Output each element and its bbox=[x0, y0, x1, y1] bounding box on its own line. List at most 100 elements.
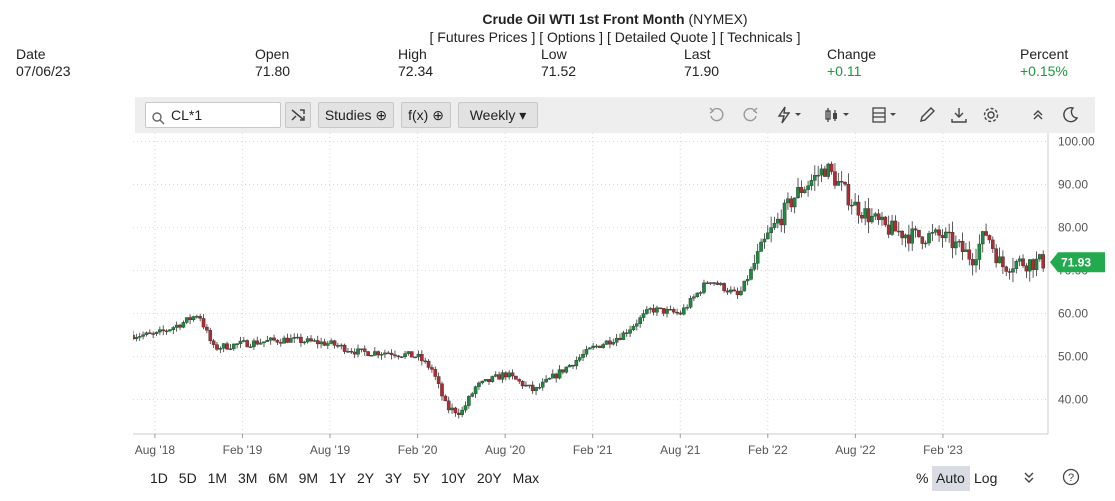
candle-down bbox=[386, 352, 391, 355]
candle-up bbox=[903, 234, 908, 239]
interval-select[interactable]: Weekly ▾ bbox=[458, 102, 538, 128]
draw-pencil-icon[interactable] bbox=[917, 105, 939, 125]
range-3m[interactable]: 3M bbox=[237, 470, 258, 486]
range-max[interactable]: Max bbox=[512, 470, 540, 486]
candle-up bbox=[379, 354, 384, 356]
candle-up bbox=[641, 313, 646, 318]
candle-up bbox=[980, 231, 985, 245]
candle-down bbox=[201, 318, 206, 328]
candle-down bbox=[430, 367, 434, 370]
interval-label: Weekly bbox=[469, 107, 516, 123]
candle-down bbox=[1007, 271, 1012, 273]
candle-down bbox=[285, 337, 290, 343]
symbol-search-input[interactable]: CL*1 bbox=[145, 102, 281, 128]
log-scale-button[interactable]: Log bbox=[974, 470, 998, 486]
stat-low: Low 71.52 bbox=[541, 46, 576, 80]
x-tick-label: Aug '19 bbox=[310, 443, 351, 457]
auto-scale-button[interactable]: Auto bbox=[936, 470, 965, 486]
detailed-quote-link[interactable]: [ Detailed Quote ] bbox=[606, 29, 716, 45]
candle-down bbox=[393, 354, 397, 357]
quote-stats: Date 07/06/23 Open 71.80 High 72.34 Low … bbox=[0, 46, 1115, 82]
candle-up bbox=[154, 331, 159, 334]
range-2y[interactable]: 2Y bbox=[356, 470, 375, 486]
fx-button[interactable]: f(x) ⊕ bbox=[401, 102, 451, 128]
collapse-icon[interactable] bbox=[1028, 105, 1050, 125]
fx-label: f(x) bbox=[408, 107, 429, 123]
lightning-icon[interactable] bbox=[775, 105, 807, 125]
range-5y[interactable]: 5Y bbox=[413, 470, 431, 486]
candle-up bbox=[809, 180, 814, 186]
candle-up bbox=[463, 405, 468, 411]
redo-icon[interactable] bbox=[740, 105, 762, 125]
candle-up bbox=[1027, 259, 1032, 272]
undo-icon[interactable] bbox=[707, 105, 729, 125]
candle-up bbox=[702, 282, 706, 293]
candle-up bbox=[134, 337, 139, 340]
candle-down bbox=[823, 168, 827, 177]
range-1d[interactable]: 1D bbox=[150, 470, 168, 486]
settings-gear-icon[interactable] bbox=[981, 105, 1003, 125]
candle-up bbox=[329, 340, 333, 344]
candle-up bbox=[577, 357, 582, 361]
layout-icon[interactable] bbox=[870, 105, 902, 125]
last-value: 71.90 bbox=[684, 63, 720, 79]
candle-down bbox=[833, 171, 837, 186]
range-selector: 1D 5D 1M 3M 6M 9M 1Y 2Y 3Y 5Y 10Y 20Y Ma… bbox=[150, 470, 546, 486]
candle-up bbox=[880, 216, 884, 220]
range-1m[interactable]: 1M bbox=[207, 470, 228, 486]
open-label: Open bbox=[255, 46, 290, 62]
candle-up bbox=[339, 344, 344, 347]
percent-scale-button[interactable]: % bbox=[916, 470, 929, 486]
candle-up bbox=[957, 240, 962, 243]
last-label: Last bbox=[684, 46, 711, 62]
options-link[interactable]: [ Options ] bbox=[539, 29, 604, 45]
candle-up bbox=[698, 292, 703, 294]
candle-up bbox=[500, 372, 505, 380]
candle-up bbox=[792, 197, 797, 208]
x-tick-label: Aug '20 bbox=[485, 443, 526, 457]
candle-down bbox=[446, 400, 451, 411]
candle-up bbox=[292, 337, 297, 339]
range-10y[interactable]: 10Y bbox=[441, 470, 466, 486]
candle-up bbox=[634, 323, 639, 327]
candle-down bbox=[443, 395, 448, 402]
last-price-badge: 71.93 bbox=[1050, 252, 1105, 273]
candle-down bbox=[678, 312, 683, 315]
candle-down bbox=[436, 376, 441, 384]
change-value: +0.11 bbox=[827, 63, 862, 79]
x-tick-label: Aug '22 bbox=[835, 443, 876, 457]
compare-button[interactable] bbox=[285, 102, 311, 128]
futures-prices-link[interactable]: [ Futures Prices ] bbox=[429, 29, 536, 45]
help-icon[interactable]: ? bbox=[1062, 468, 1080, 489]
dark-mode-moon-icon[interactable] bbox=[1060, 105, 1082, 125]
candle-up bbox=[137, 336, 142, 338]
candle-up bbox=[305, 338, 310, 343]
range-1y[interactable]: 1Y bbox=[328, 470, 347, 486]
chevron-down-icon: ▾ bbox=[519, 107, 527, 123]
candle-down bbox=[342, 344, 347, 352]
download-icon[interactable] bbox=[949, 105, 971, 125]
candle-down bbox=[322, 341, 327, 346]
studies-button[interactable]: Studies ⊕ bbox=[318, 102, 394, 128]
candle-up bbox=[1038, 254, 1042, 260]
range-20y[interactable]: 20Y bbox=[476, 470, 502, 486]
range-5d[interactable]: 5D bbox=[178, 470, 197, 486]
candle-up bbox=[470, 393, 475, 397]
candle-down bbox=[161, 329, 166, 332]
candle-up bbox=[870, 215, 874, 223]
candle-up bbox=[782, 202, 787, 226]
expand-down-icon[interactable] bbox=[1022, 470, 1036, 487]
range-6m[interactable]: 6M bbox=[268, 470, 288, 486]
range-9m[interactable]: 9M bbox=[298, 470, 319, 486]
range-3y[interactable]: 3Y bbox=[385, 470, 403, 486]
candle-type-icon[interactable] bbox=[823, 105, 855, 125]
x-tick-label: Aug '21 bbox=[660, 443, 701, 457]
stat-change: Change +0.11 bbox=[827, 46, 876, 80]
stat-date: Date 07/06/23 bbox=[16, 46, 71, 80]
candle-up bbox=[594, 345, 599, 348]
change-label: Change bbox=[827, 46, 877, 62]
candle-up bbox=[729, 289, 733, 293]
technicals-link[interactable]: [ Technicals ] bbox=[719, 29, 801, 45]
candle-up bbox=[755, 251, 760, 264]
